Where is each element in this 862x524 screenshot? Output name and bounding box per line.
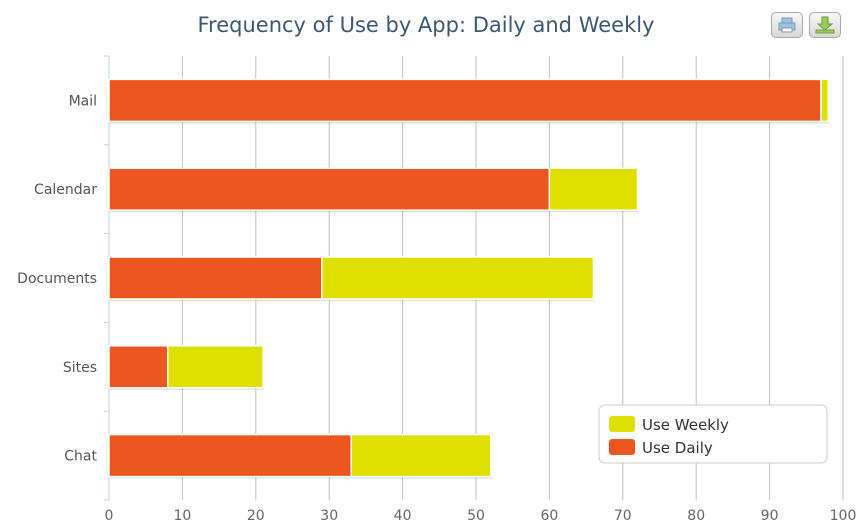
x-tick-label: 20 (247, 508, 265, 524)
bar-use-daily[interactable] (108, 167, 551, 211)
x-tick-label: 50 (467, 508, 485, 524)
category-label: Sites (63, 360, 97, 376)
category-label: Mail (69, 93, 97, 109)
bar-use-weekly[interactable] (321, 256, 595, 300)
category-label: Chat (64, 449, 97, 465)
bar-use-daily[interactable] (108, 78, 822, 123)
legend-label[interactable]: Use Daily (642, 439, 713, 457)
legend-swatch[interactable] (609, 439, 635, 455)
x-tick-label: 10 (173, 508, 191, 524)
bar-use-weekly[interactable] (166, 345, 264, 389)
x-tick-label: 70 (614, 508, 632, 524)
legend-swatch[interactable] (609, 416, 635, 432)
print-button[interactable] (771, 12, 803, 38)
category-label: Calendar (34, 182, 97, 198)
legend: Use Weekly Use Daily (598, 404, 828, 464)
bar-use-daily[interactable] (108, 433, 352, 478)
x-tick-label: 30 (320, 508, 338, 524)
bar-use-weekly[interactable] (548, 167, 639, 211)
bar-use-daily[interactable] (108, 345, 169, 389)
x-tick-label: 0 (105, 508, 114, 524)
x-tick-label: 80 (687, 508, 705, 524)
download-icon (815, 16, 835, 34)
printer-icon (778, 17, 796, 33)
legend-label[interactable]: Use Weekly (642, 416, 729, 434)
x-tick-label: 40 (394, 508, 412, 524)
bar-use-weekly[interactable] (820, 78, 830, 123)
download-button[interactable] (809, 12, 841, 38)
x-tick-label: 100 (830, 508, 857, 524)
x-tick-label: 90 (761, 508, 779, 524)
bar-use-weekly[interactable] (350, 433, 492, 478)
x-tick-label: 60 (540, 508, 558, 524)
category-label: Documents (17, 271, 97, 287)
bar-use-daily[interactable] (108, 256, 323, 300)
chart-title: Frequency of Use by App: Daily and Weekl… (198, 13, 655, 37)
